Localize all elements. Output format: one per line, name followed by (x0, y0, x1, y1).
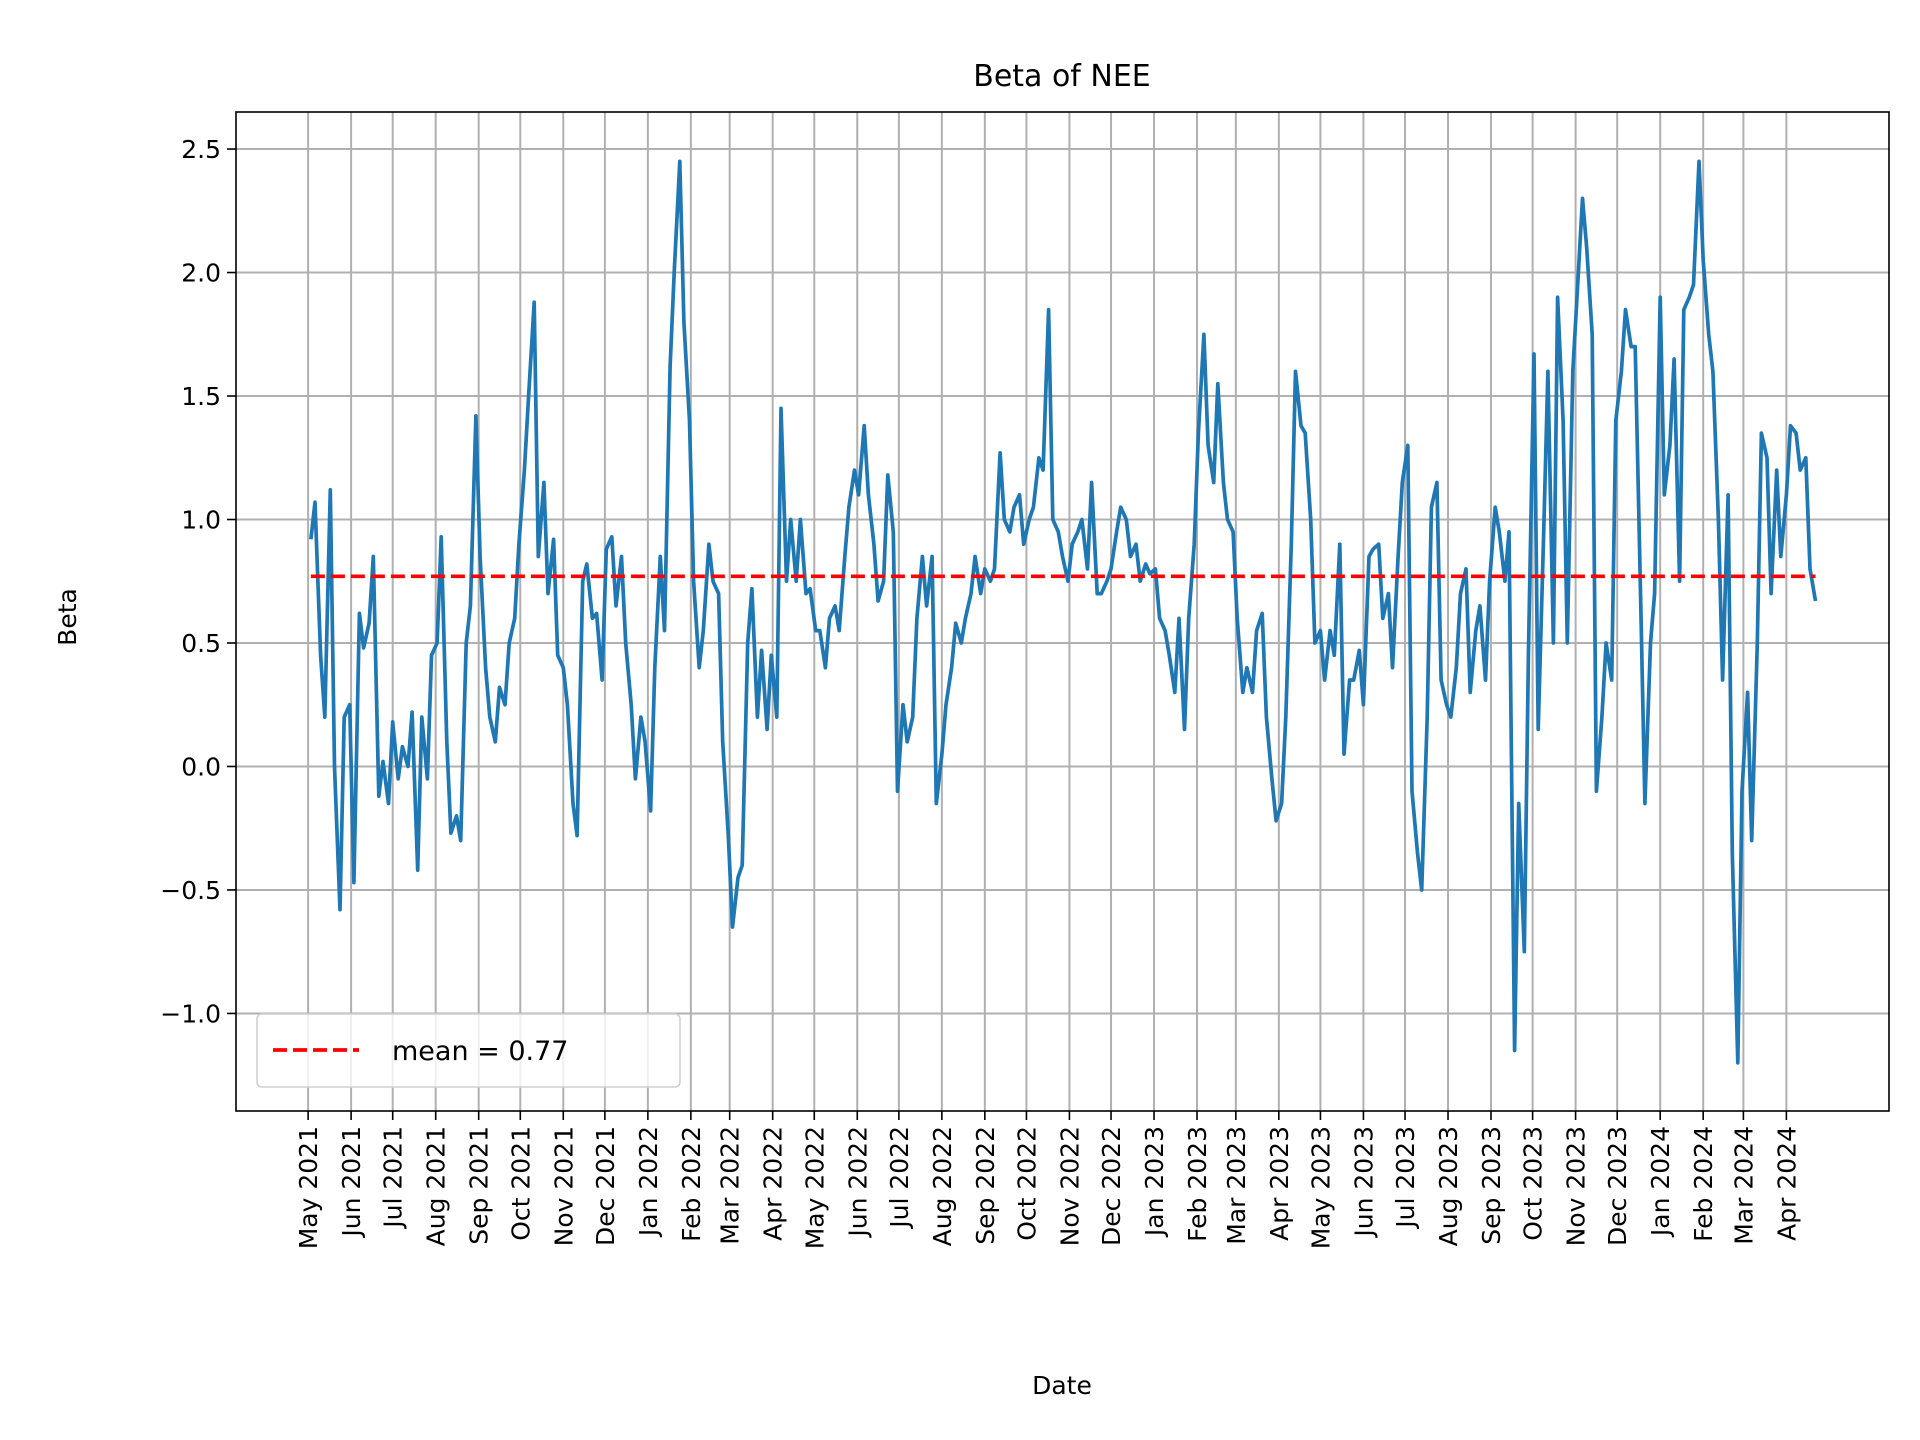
x-tick-label: Jul 2023 (1391, 1126, 1420, 1230)
x-tick-label: Jun 2021 (337, 1126, 366, 1239)
grid-lines (236, 112, 1889, 1111)
plot-marks (309, 159, 1818, 1065)
x-tick-label: May 2023 (1306, 1126, 1335, 1249)
axis-ticks: May 2021 Jun 2021 Jul 2021 Aug 2021 Sep 2021… (160, 135, 1801, 1249)
x-axis-label: Date (1032, 1371, 1092, 1400)
chart-title: Beta of NEE (973, 59, 1151, 94)
x-tick-label: Apr 2023 (1265, 1126, 1294, 1241)
x-tick-label: Jun 2022 (843, 1126, 872, 1239)
x-tick-label: Sep 2021 (465, 1126, 494, 1245)
x-tick-label: Aug 2023 (1434, 1126, 1463, 1246)
y-tick-label: 2.5 (181, 135, 221, 164)
x-tick-label: Mar 2022 (716, 1126, 745, 1245)
x-tick-label: Sep 2022 (971, 1126, 1000, 1245)
legend: mean = 0.77 (256, 1013, 681, 1088)
x-tick-label: Jul 2021 (379, 1126, 408, 1230)
y-tick-label: 0.0 (181, 752, 221, 781)
x-tick-label: Dec 2021 (591, 1126, 620, 1246)
x-tick-label: Jun 2023 (1349, 1126, 1378, 1239)
x-tick-label: Sep 2023 (1477, 1126, 1506, 1245)
x-tick-label: Nov 2023 (1562, 1126, 1591, 1246)
x-tick-label: Feb 2022 (677, 1126, 706, 1242)
x-tick-label: Apr 2022 (759, 1126, 788, 1241)
x-tick-label: Nov 2022 (1055, 1126, 1084, 1246)
y-tick-label: 1.5 (181, 382, 221, 411)
y-tick-label: 2.0 (181, 259, 221, 288)
y-tick-label: 0.5 (181, 629, 221, 658)
axes-frame (235, 111, 1890, 1112)
x-tick-label: Jan 2024 (1646, 1126, 1675, 1238)
x-tick-label: Aug 2022 (928, 1126, 957, 1246)
x-tick-label: Oct 2021 (506, 1126, 535, 1241)
x-tick-label: Jul 2022 (885, 1126, 914, 1230)
x-tick-label: Jan 2022 (634, 1126, 663, 1238)
beta-series-line (309, 159, 1818, 1065)
x-tick-label: Nov 2021 (549, 1126, 578, 1246)
y-tick-label: −1.0 (160, 999, 221, 1028)
y-tick-label: 1.0 (181, 506, 221, 535)
x-tick-label: Jan 2023 (1140, 1126, 1169, 1238)
x-tick-label: Feb 2024 (1689, 1126, 1718, 1242)
legend-mean-label: mean = 0.77 (392, 1036, 568, 1067)
x-tick-label: Dec 2023 (1603, 1126, 1632, 1246)
x-tick-label: Aug 2021 (422, 1126, 451, 1246)
x-tick-label: Feb 2023 (1183, 1126, 1212, 1242)
y-axis-label: Beta (53, 588, 82, 646)
x-tick-label: Dec 2022 (1097, 1126, 1126, 1246)
x-tick-label: Oct 2022 (1012, 1126, 1041, 1241)
x-tick-label: May 2022 (800, 1126, 829, 1249)
x-tick-label: Apr 2024 (1772, 1126, 1801, 1241)
y-tick-label: −0.5 (160, 876, 221, 905)
x-tick-label: Mar 2023 (1222, 1126, 1251, 1245)
legend-box (256, 1013, 681, 1088)
x-tick-label: Oct 2023 (1519, 1126, 1548, 1241)
x-tick-label: May 2021 (294, 1126, 323, 1249)
x-tick-label: Mar 2024 (1729, 1126, 1758, 1245)
